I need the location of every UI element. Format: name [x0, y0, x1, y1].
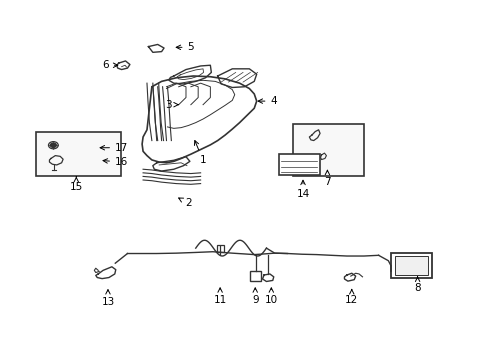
Circle shape [50, 143, 56, 147]
Bar [216, 245, 224, 252]
Bar [278, 154, 320, 175]
Text: 11: 11 [213, 288, 226, 305]
Text: 3: 3 [165, 100, 178, 110]
Text: 14: 14 [296, 180, 309, 199]
Text: 10: 10 [264, 288, 277, 305]
Text: 6: 6 [102, 60, 118, 70]
Text: 8: 8 [413, 277, 420, 293]
Text: 13: 13 [101, 290, 114, 307]
Text: 2: 2 [178, 198, 191, 208]
Text: 17: 17 [100, 143, 128, 153]
Bar [394, 256, 427, 275]
Text: 1: 1 [194, 140, 206, 165]
Text: 9: 9 [251, 288, 258, 305]
Text: 7: 7 [324, 170, 330, 187]
Bar [390, 253, 431, 278]
Text: 15: 15 [69, 177, 83, 192]
Text: 4: 4 [258, 96, 277, 106]
Text: 12: 12 [345, 289, 358, 305]
Text: 16: 16 [103, 157, 128, 167]
Bar [293, 125, 363, 176]
Bar [250, 271, 261, 281]
Bar [36, 132, 121, 176]
Text: 5: 5 [176, 42, 194, 52]
